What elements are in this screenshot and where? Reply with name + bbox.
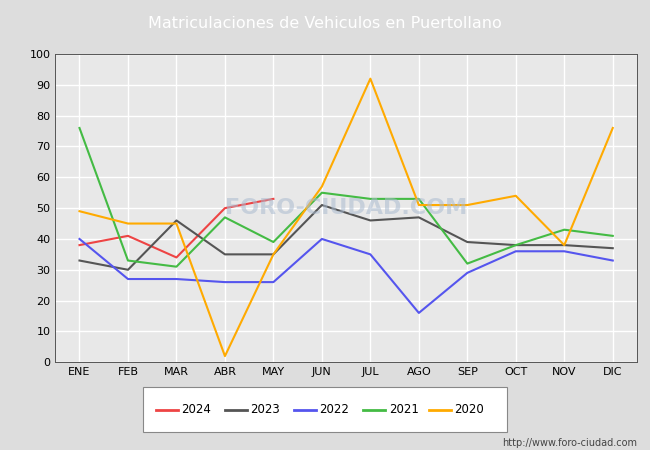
Text: 2023: 2023 xyxy=(250,403,280,416)
Text: 2022: 2022 xyxy=(320,403,350,416)
Text: 2024: 2024 xyxy=(181,403,211,416)
Text: Matriculaciones de Vehiculos en Puertollano: Matriculaciones de Vehiculos en Puertoll… xyxy=(148,16,502,31)
Text: 2020: 2020 xyxy=(454,403,484,416)
Text: FORO-CIUDAD.COM: FORO-CIUDAD.COM xyxy=(225,198,467,218)
FancyBboxPatch shape xyxy=(143,387,507,432)
Text: http://www.foro-ciudad.com: http://www.foro-ciudad.com xyxy=(502,438,637,448)
Text: 2021: 2021 xyxy=(389,403,419,416)
